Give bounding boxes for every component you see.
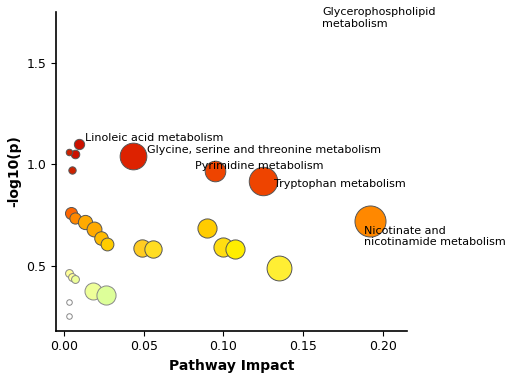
Point <box>66 210 75 216</box>
Point <box>68 168 76 174</box>
Point <box>149 245 157 252</box>
Point <box>71 215 80 221</box>
Point <box>366 218 374 224</box>
Point <box>89 288 97 294</box>
Point <box>275 265 283 271</box>
Point <box>71 151 80 157</box>
Point <box>71 276 80 282</box>
Point <box>81 219 89 225</box>
Text: Nicotinate and
nicotinamide metabolism: Nicotinate and nicotinamide metabolism <box>364 226 505 247</box>
Text: Glycine, serine and threonine metabolism: Glycine, serine and threonine metabolism <box>147 145 381 155</box>
Point <box>103 241 111 247</box>
Text: Pyrimidine metabolism: Pyrimidine metabolism <box>195 162 323 171</box>
Text: Glycerophospholipid
metabolism: Glycerophospholipid metabolism <box>322 8 436 29</box>
X-axis label: Pathway Impact: Pathway Impact <box>169 359 294 373</box>
Point <box>65 299 73 306</box>
Point <box>65 149 73 155</box>
Point <box>68 274 76 280</box>
Point <box>90 226 98 232</box>
Point <box>211 168 220 174</box>
Point <box>220 244 228 250</box>
Point <box>203 225 211 231</box>
Point <box>231 245 239 252</box>
Point <box>101 292 110 298</box>
Text: Tryptophan metabolism: Tryptophan metabolism <box>274 179 406 188</box>
Point <box>129 153 137 159</box>
Point <box>259 177 267 184</box>
Point <box>65 270 73 276</box>
Point <box>97 235 105 241</box>
Point <box>138 245 146 251</box>
Point <box>75 141 83 147</box>
Text: Linoleic acid metabolism: Linoleic acid metabolism <box>85 133 223 143</box>
Y-axis label: -log10(p): -log10(p) <box>7 136 21 207</box>
Point <box>65 312 73 318</box>
